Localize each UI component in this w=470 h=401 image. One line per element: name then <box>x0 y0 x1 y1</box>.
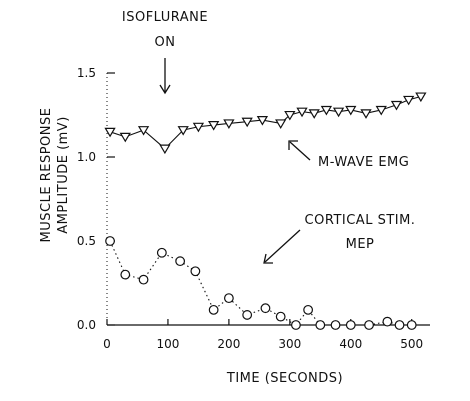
series-line <box>109 240 412 326</box>
data-point-circle <box>275 311 286 322</box>
data-point-circle <box>156 247 167 258</box>
series-line <box>109 95 422 150</box>
annotation-isoflurane-line1: ISOFLURANE <box>122 10 208 25</box>
isoflurane-arrow <box>159 58 171 95</box>
data-point-triangle <box>192 122 205 133</box>
x-tick-label: 500 <box>400 337 423 351</box>
data-point-triangle <box>241 117 253 128</box>
data-point-triangle <box>104 127 116 138</box>
y-tick-label: 1.5 <box>77 66 96 80</box>
series-circle <box>105 236 417 330</box>
data-point-triangle <box>296 107 308 118</box>
y-axis-title-line1: MUSCLE RESPONSE <box>39 108 54 243</box>
data-point-circle <box>291 320 301 330</box>
data-point-circle <box>105 236 115 246</box>
series-group <box>104 92 427 330</box>
series-triangle-down <box>104 92 427 155</box>
data-point-triangle <box>415 92 427 103</box>
data-point-triangle <box>208 121 220 131</box>
data-point-triangle <box>284 110 296 121</box>
data-point-triangle <box>320 105 333 116</box>
data-point-circle <box>394 320 405 330</box>
x-tick-label: 300 <box>278 337 301 351</box>
data-point-circle <box>315 320 326 330</box>
data-point-circle <box>303 304 314 315</box>
data-point-circle <box>382 316 393 327</box>
data-point-circle <box>175 256 186 267</box>
x-axis-title: TIME (SECONDS) <box>226 371 343 386</box>
y-tick-label: 0.0 <box>77 318 96 332</box>
data-point-circle <box>223 293 234 304</box>
data-point-triangle <box>390 100 403 111</box>
data-point-triangle <box>345 105 357 116</box>
data-point-triangle <box>159 144 171 155</box>
y-tick-label: 0.5 <box>77 234 96 248</box>
annotation-cortical-line1: CORTICAL STIM. <box>305 213 416 228</box>
y-axis-title-line2: AMPLITUDE (mV) <box>56 116 71 234</box>
data-point-circle <box>345 320 356 330</box>
data-point-circle <box>364 320 374 330</box>
data-point-triangle <box>375 105 387 116</box>
data-point-circle <box>242 310 253 320</box>
x-tick-label: 200 <box>217 337 240 351</box>
data-point-circle <box>190 266 201 277</box>
data-point-circle <box>138 274 149 285</box>
mwave-arrow <box>288 140 311 161</box>
x-tick-label: 0 <box>103 337 111 351</box>
data-point-triangle <box>308 109 320 119</box>
annotation-isoflurane-line2: ON <box>155 35 176 50</box>
data-point-circle <box>330 320 341 330</box>
data-point-triangle <box>119 132 131 143</box>
data-point-circle <box>260 303 271 314</box>
x-tick-label: 100 <box>156 337 179 351</box>
data-point-circle <box>406 320 417 330</box>
data-point-triangle <box>177 126 189 136</box>
annotation-mwave: M-WAVE EMG <box>318 155 409 170</box>
data-point-triangle <box>332 107 345 118</box>
annotation-cortical-line2: MEP <box>346 237 375 252</box>
data-point-triangle <box>137 126 150 136</box>
cortical-arrow <box>263 229 301 264</box>
data-point-circle <box>120 269 131 280</box>
data-point-triangle <box>223 119 235 129</box>
data-point-circle <box>208 304 219 315</box>
data-point-triangle <box>256 115 269 126</box>
data-point-triangle <box>360 109 372 119</box>
x-tick-label: 400 <box>339 337 362 351</box>
data-point-triangle <box>403 95 415 106</box>
axes <box>106 73 430 326</box>
ticks: 0 100 200 300 400 500 0.0 0.5 1.0 1.5 <box>77 66 423 351</box>
y-tick-label: 1.0 <box>77 150 96 164</box>
data-point-triangle <box>275 119 287 129</box>
